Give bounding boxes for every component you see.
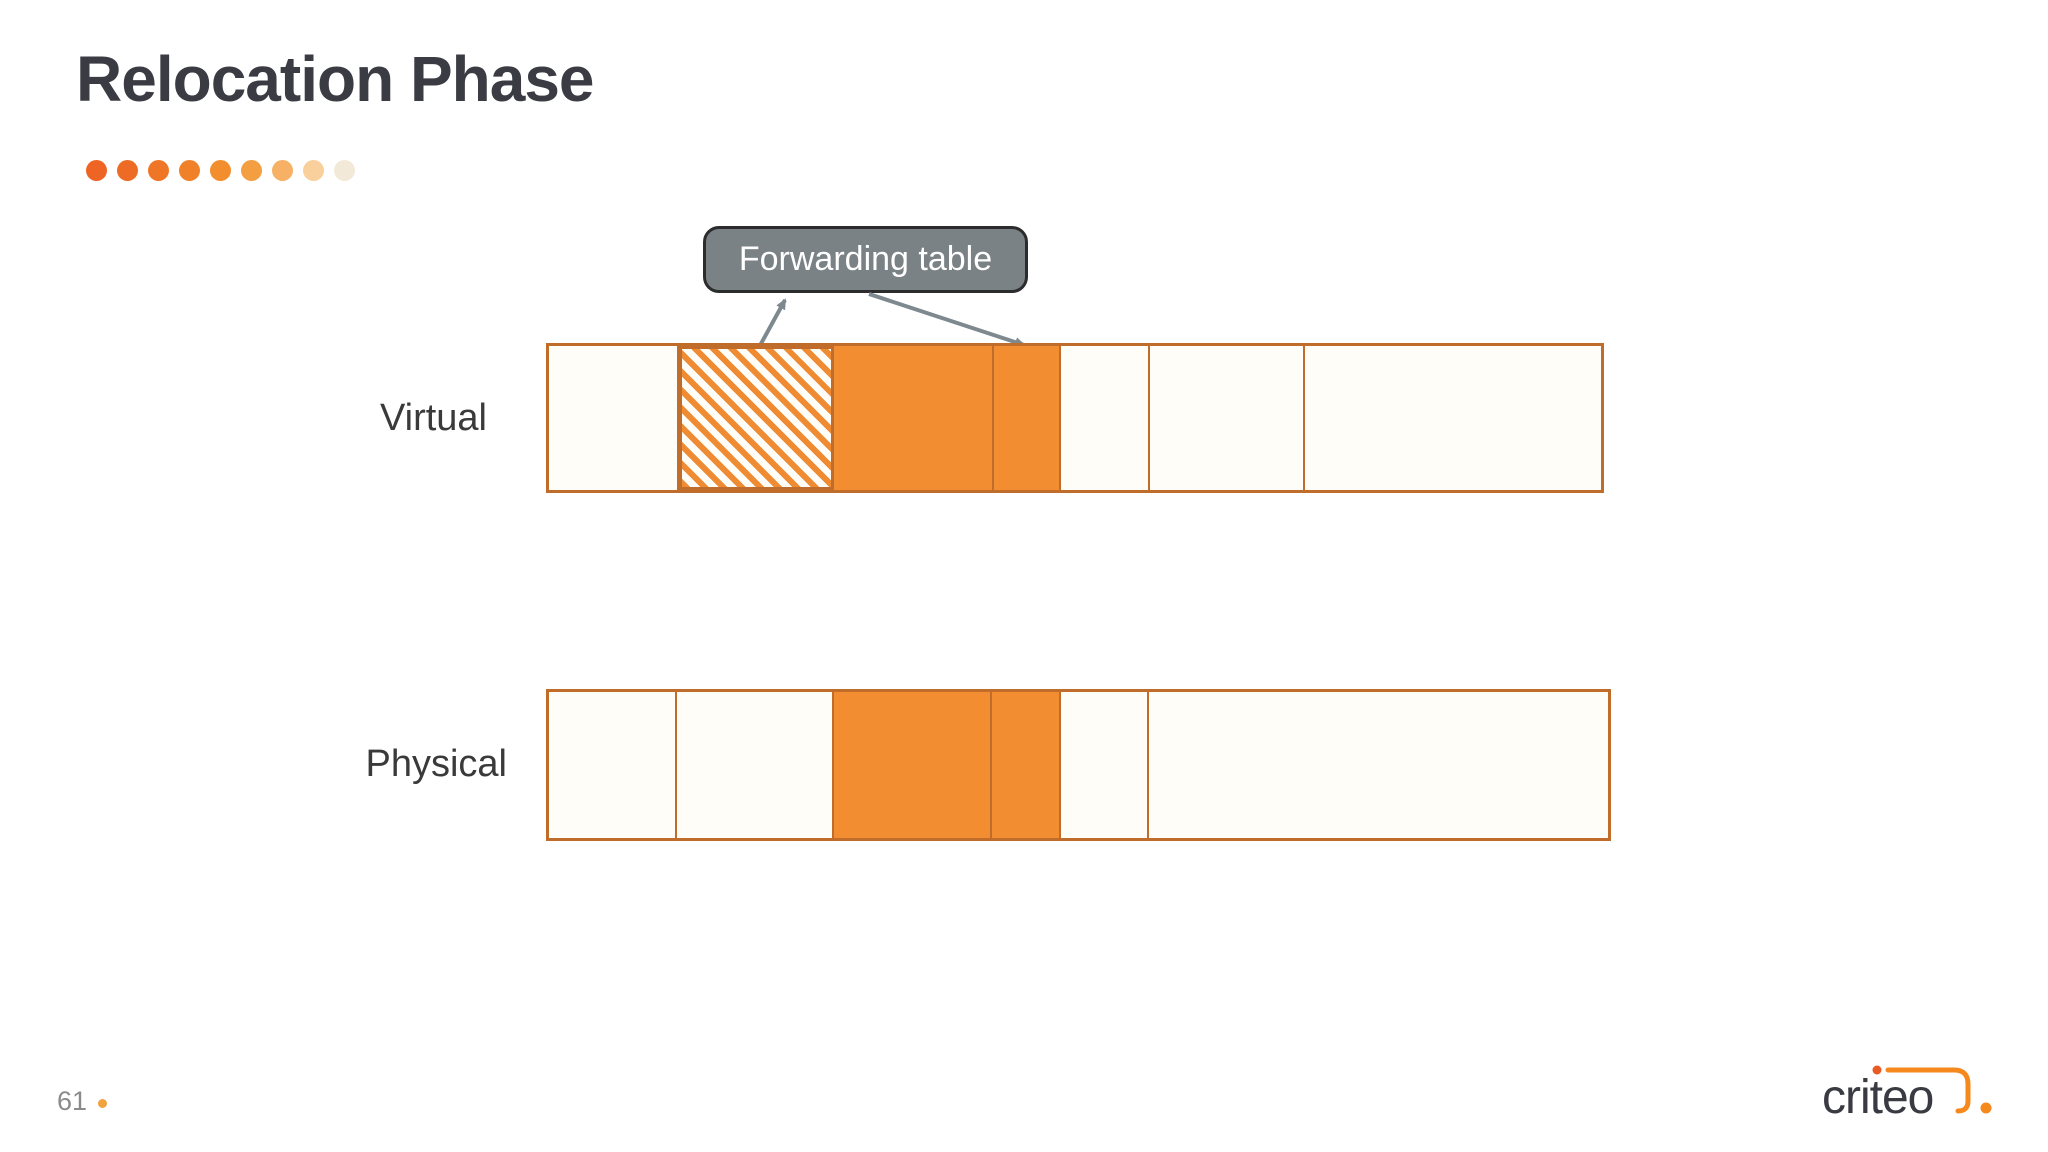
- virtual-segment-7-free: [1305, 346, 1601, 490]
- virtual-memory-bar: [546, 343, 1604, 493]
- accent-dot-1: [86, 160, 107, 181]
- accent-dot-3: [148, 160, 169, 181]
- accent-dot-6: [241, 160, 262, 181]
- physical-segment-5-free: [1061, 692, 1149, 838]
- physical-segment-1-free: [549, 692, 677, 838]
- virtual-row-label: Virtual: [379, 397, 487, 439]
- physical-segment-4-used: [992, 692, 1061, 838]
- physical-segment-6-free: [1149, 692, 1608, 838]
- page-number-accent-dot: [98, 1099, 108, 1108]
- virtual-segment-4-used: [994, 346, 1061, 490]
- virtual-segment-3-used: [834, 346, 994, 490]
- criteo-logo: criteo: [1822, 1065, 1992, 1124]
- virtual-segment-6-free: [1150, 346, 1305, 490]
- page-number: 61: [57, 1086, 88, 1116]
- forwarding-table-callout: Forwarding table: [703, 226, 1028, 293]
- virtual-segment-1-free: [549, 346, 679, 490]
- accent-dot-2: [117, 160, 138, 181]
- accent-dot-4: [179, 160, 200, 181]
- forwarding-table-label: Forwarding table: [738, 240, 993, 278]
- accent-dot-8: [303, 160, 324, 181]
- criteo-logo-top-dot: [1872, 1065, 1882, 1075]
- criteo-logo-bracket: [1885, 1067, 1971, 1114]
- accent-dot-9: [334, 160, 355, 181]
- physical-memory-bar: [546, 689, 1611, 841]
- slide-title: Relocation Phase: [76, 43, 594, 115]
- physical-row-label: Physical: [365, 743, 508, 785]
- virtual-segment-2-hatched: [679, 346, 834, 490]
- physical-segment-2-free: [677, 692, 834, 838]
- arrow-callout-to-used-segment: [868, 292, 1026, 347]
- accent-dot-7: [272, 160, 293, 181]
- physical-segment-3-used: [834, 692, 992, 838]
- virtual-segment-5-free: [1061, 346, 1150, 490]
- accent-dot-5: [210, 160, 231, 181]
- page-footer: 61: [57, 1086, 108, 1117]
- criteo-logo-text: criteo: [1822, 1071, 1933, 1124]
- criteo-logo-period-dot: [1980, 1102, 1992, 1114]
- title-accent-dots: [86, 160, 355, 181]
